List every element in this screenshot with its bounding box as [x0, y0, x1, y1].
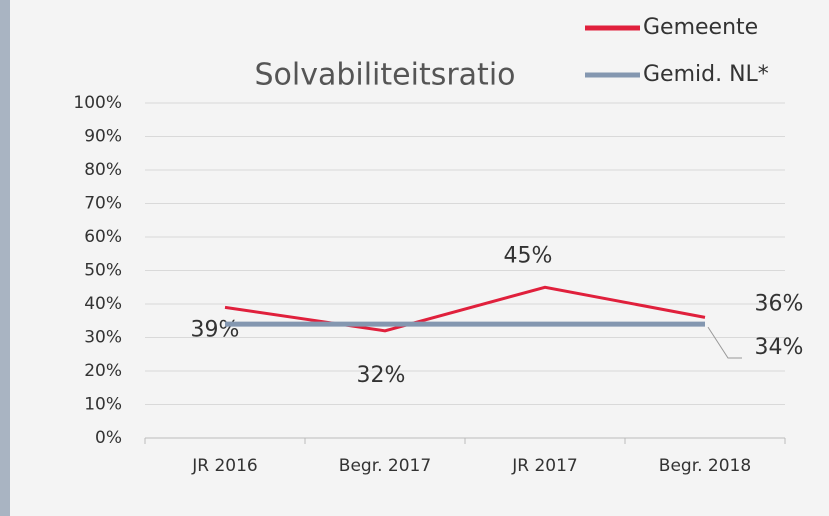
legend-label: Gemeente	[643, 15, 758, 40]
data-label: 39%	[191, 317, 240, 342]
y-tick-label: 20%	[84, 361, 122, 381]
side-bar	[0, 0, 10, 516]
legend-label: Gemid. NL*	[643, 62, 769, 87]
data-label: 34%	[755, 335, 804, 360]
x-tick-label: Begr. 2018	[659, 456, 751, 476]
leader-line	[707, 326, 742, 359]
x-tick-label: JR 2016	[191, 456, 258, 476]
y-tick-label: 40%	[84, 294, 122, 314]
chart-title: Solvabiliteitsratio	[254, 58, 515, 93]
y-tick-label: 0%	[95, 428, 122, 448]
x-tick-label: JR 2017	[511, 456, 578, 476]
series-line	[224, 285, 706, 333]
y-tick-label: 90%	[84, 127, 122, 147]
y-tick-label: 80%	[84, 160, 122, 180]
data-label: 36%	[755, 291, 804, 316]
x-tick-label: Begr. 2017	[339, 456, 431, 476]
y-tick-label: 60%	[84, 227, 122, 247]
y-tick-label: 50%	[84, 261, 122, 281]
y-tick-label: 70%	[84, 194, 122, 214]
y-tick-label: 100%	[73, 93, 122, 113]
data-label: 45%	[504, 243, 553, 268]
y-tick-label: 30%	[84, 328, 122, 348]
data-label: 32%	[357, 363, 406, 388]
y-tick-label: 10%	[84, 395, 122, 415]
